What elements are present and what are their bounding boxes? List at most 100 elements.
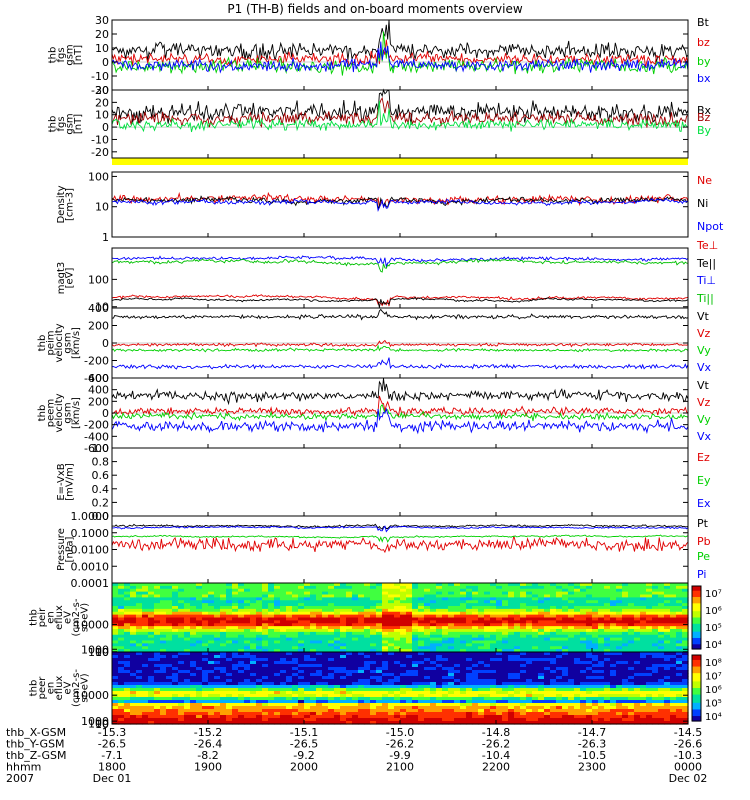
spectrogram-cell <box>400 658 407 662</box>
spectrogram-cell <box>532 623 539 627</box>
spectrogram-cell <box>430 682 437 686</box>
spectrogram-cell <box>202 617 209 621</box>
spectrogram-cell <box>274 664 281 668</box>
spectrogram-cell <box>592 718 599 722</box>
spectrogram-cell <box>634 600 641 604</box>
spectrogram-cell <box>508 623 515 627</box>
spectrogram-cell <box>496 679 503 683</box>
spectrogram-cell <box>316 631 323 636</box>
spectrogram-cell <box>436 679 443 683</box>
spectrogram-cell <box>364 688 371 692</box>
legend-pressure-0: Pt <box>697 517 709 530</box>
spectrogram-cell <box>508 617 515 621</box>
spectrogram-cell <box>340 691 347 695</box>
spectrogram-cell <box>502 617 509 621</box>
spectrogram-cell <box>652 588 659 593</box>
spectrogram-cell <box>268 703 275 707</box>
spectrogram-cell <box>340 629 347 633</box>
spectrogram-cell <box>436 649 443 653</box>
spectrogram-cell <box>526 679 533 683</box>
spectrogram-cell <box>538 634 545 639</box>
spectrogram-cell <box>394 658 401 662</box>
spectrogram-cell <box>574 620 581 624</box>
spectrogram-cell <box>190 712 197 716</box>
spectrogram-cell <box>172 709 179 713</box>
spectrogram-cell <box>214 667 221 671</box>
spectrogram-cell <box>652 634 659 639</box>
spectrogram-cell <box>274 670 281 674</box>
spectrogram-cell <box>256 685 263 689</box>
spectrogram-cell <box>220 629 227 633</box>
spectrogram-cell <box>634 631 641 636</box>
spectrogram-cell <box>484 682 491 686</box>
spectrogram-cell <box>568 637 575 642</box>
spectrogram-cell <box>472 685 479 689</box>
spectrogram-cell <box>628 594 635 598</box>
spectrogram-cell <box>664 679 671 683</box>
spectrogram-cell <box>454 608 461 613</box>
spectrogram-cell <box>202 597 209 601</box>
series-line-fgs-gsm-2 <box>111 31 689 76</box>
spectrogram-cell <box>466 679 473 683</box>
spectrogram-cell <box>616 718 623 722</box>
spectrogram-cell <box>484 706 491 710</box>
spectrogram-cell <box>448 721 455 725</box>
spectrogram-cell <box>214 652 221 656</box>
spectrogram-cell <box>124 631 131 636</box>
spectrogram-cell <box>376 655 383 659</box>
spectrogram-cell <box>166 670 173 674</box>
spectrogram-cell <box>358 703 365 707</box>
spectrogram-cell <box>514 661 521 665</box>
spectrogram-cell <box>430 697 437 701</box>
spectrogram-cell <box>214 634 221 639</box>
spectrogram-cell <box>484 611 491 616</box>
spectrogram-cell <box>364 646 371 650</box>
spectrogram-cell <box>562 697 569 701</box>
spectrogram-cell <box>424 631 431 636</box>
spectrogram-cell <box>136 658 143 662</box>
spectrogram-cell <box>490 703 497 707</box>
spectrogram-cell <box>616 649 623 653</box>
spectrogram-cell <box>508 629 515 633</box>
spectrogram-cell <box>328 626 335 630</box>
spectrogram-cell <box>508 697 515 701</box>
spectrogram-cell <box>640 676 647 680</box>
spectrogram-cell <box>358 694 365 698</box>
spectrogram-cell <box>124 591 131 596</box>
spectrogram-cell <box>646 585 653 590</box>
spectrogram-cell <box>580 706 587 710</box>
spectrogram-cell <box>556 594 563 598</box>
spectrogram-cell <box>220 706 227 710</box>
spectrogram-cell <box>574 706 581 710</box>
spectrogram-cell <box>148 712 155 716</box>
spectrogram-cell <box>562 691 569 695</box>
spectrogram-cell <box>286 673 293 677</box>
colorbar-swatch <box>692 719 701 722</box>
spectrogram-cell <box>112 591 119 596</box>
spectrogram-cell <box>598 685 605 689</box>
spectrogram-cell <box>358 623 365 627</box>
spectrogram-cell <box>412 700 419 704</box>
spectrogram-cell <box>286 606 293 610</box>
spectrogram-cell <box>622 670 629 674</box>
spectrogram-cell <box>550 709 557 713</box>
spectrogram-cell <box>196 667 203 671</box>
spectrogram-cell <box>400 691 407 695</box>
spectrogram-cell <box>658 606 665 610</box>
spectrogram-cell <box>574 614 581 619</box>
spectrogram-cell <box>142 608 149 613</box>
spectrogram-cell <box>190 591 197 596</box>
spectrogram-cell <box>526 603 533 607</box>
spectrogram-cell <box>148 594 155 598</box>
spectrogram-cell <box>502 643 509 647</box>
spectrogram-cell <box>334 585 341 590</box>
spectrogram-cell <box>286 603 293 607</box>
spectrogram-cell <box>544 688 551 692</box>
spectrogram-cell <box>190 676 197 680</box>
spectrogram-cell <box>376 634 383 639</box>
spectrogram-cell <box>148 718 155 722</box>
panel-peer-spectrogram: 10⁸10⁷10⁶10⁵10⁴10000100010010thbpeerenef… <box>29 651 722 731</box>
spectrogram-cell <box>610 700 617 704</box>
spectrogram-cell <box>514 712 521 716</box>
spectrogram-cell <box>112 629 119 633</box>
